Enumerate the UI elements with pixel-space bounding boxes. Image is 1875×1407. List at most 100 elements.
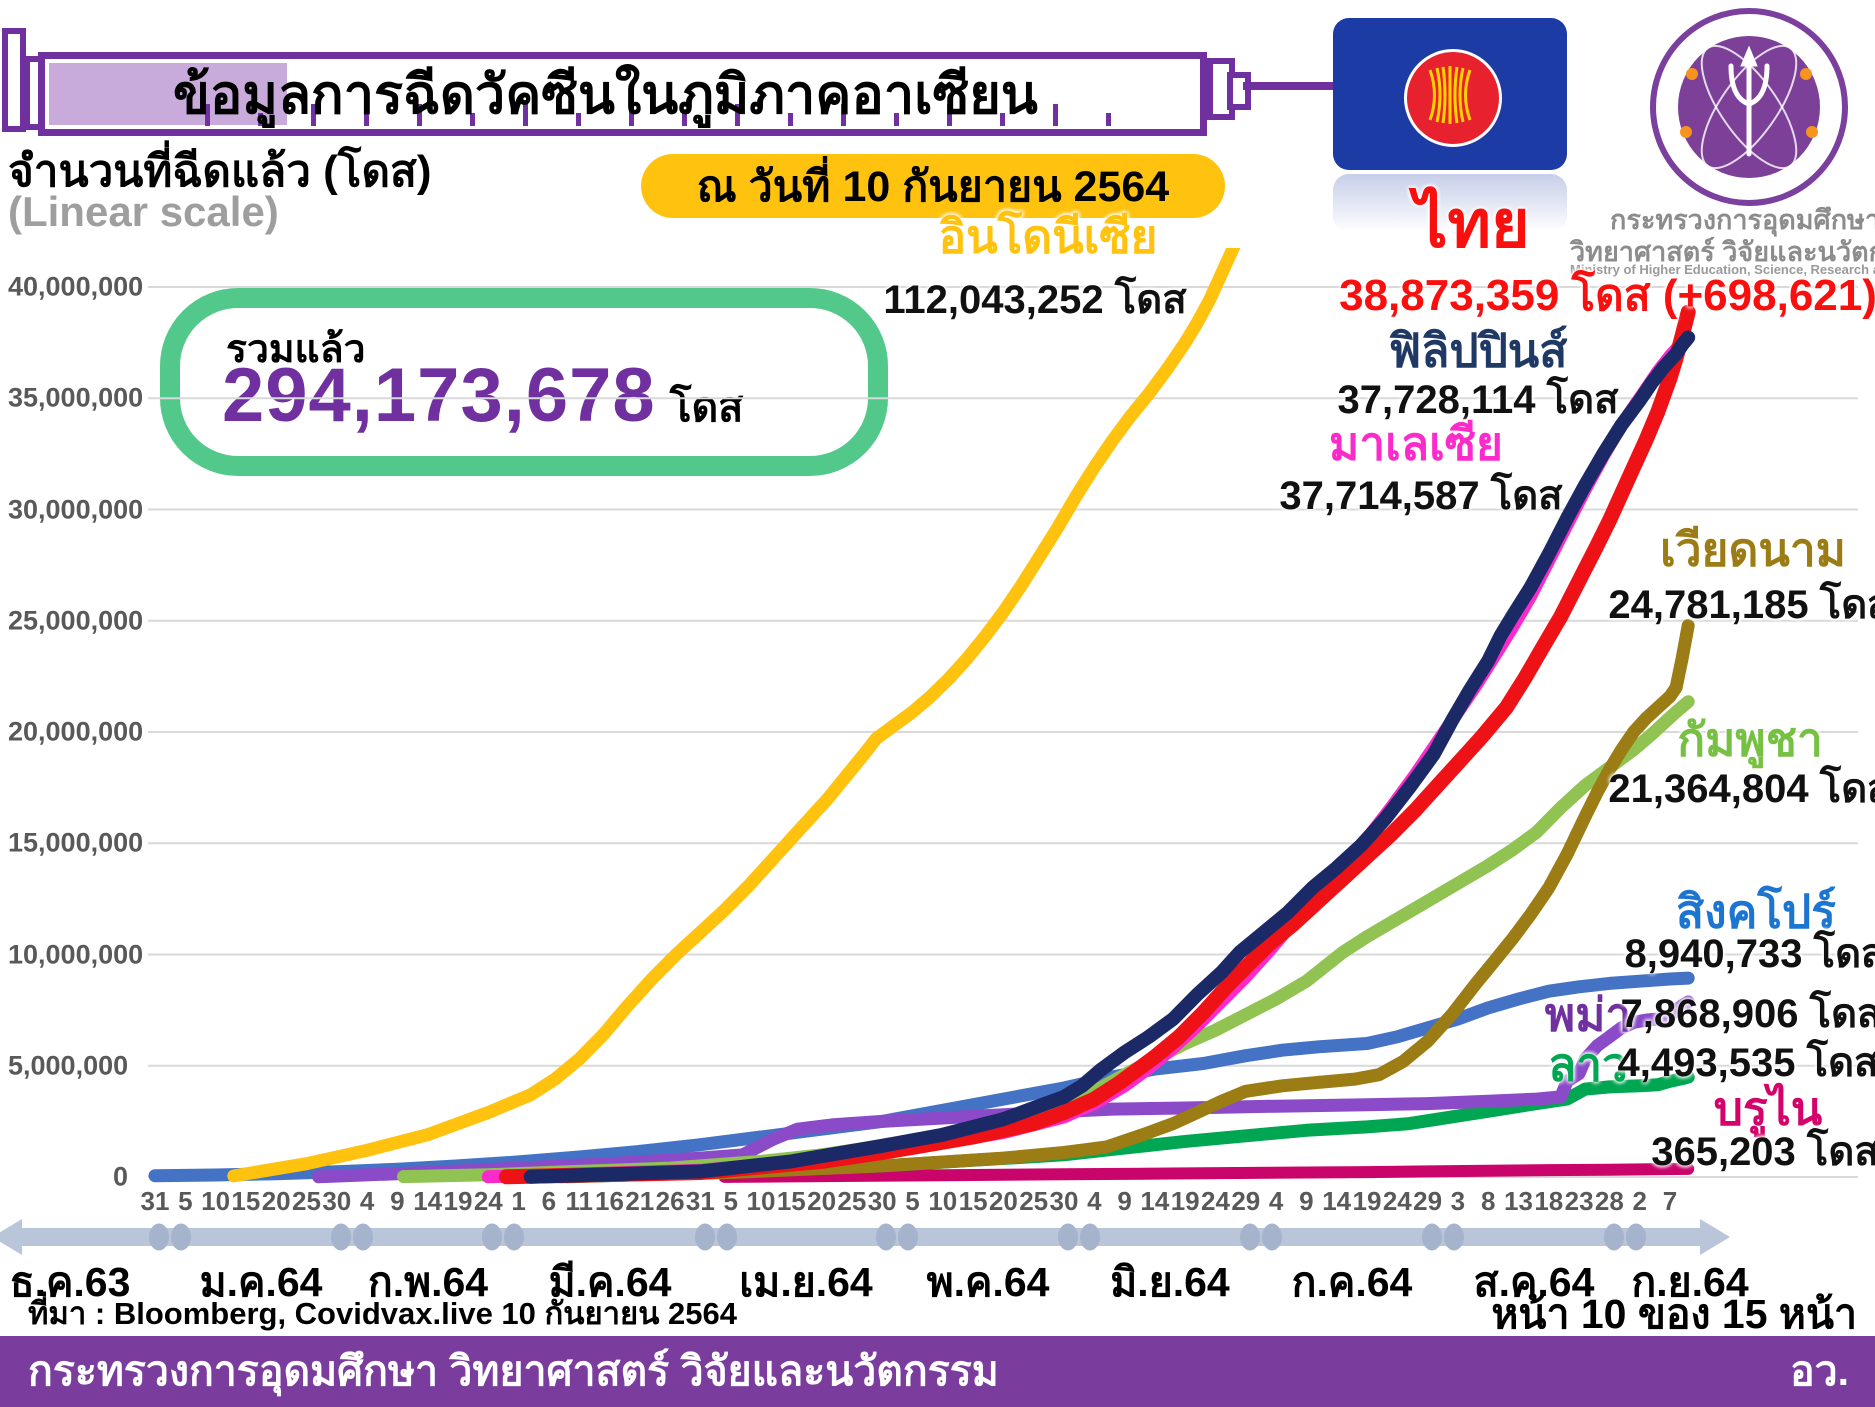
timeline-dot — [898, 1223, 918, 1251]
month-label: ก.ค.64 — [1291, 1259, 1413, 1305]
timeline-dot — [1240, 1223, 1260, 1251]
x-tick-label: 18 — [1534, 1186, 1564, 1216]
timeline-dot — [1080, 1223, 1100, 1251]
x-tick-label: 5 — [905, 1186, 920, 1216]
x-tick-label: 30 — [1049, 1186, 1079, 1216]
asean-flag — [1333, 18, 1567, 170]
x-tick-label: 5 — [723, 1186, 738, 1216]
timeline-dot — [1262, 1223, 1282, 1251]
syringe-scale-tick — [1106, 113, 1111, 126]
syringe-scale-tick — [1053, 104, 1058, 126]
syringe-scale-tick — [205, 104, 210, 126]
x-tick-label: 3 — [1450, 1186, 1466, 1216]
total-doses-box: รวมแล้ว 294,173,678 โดส — [160, 288, 888, 476]
x-tick-label: 14 — [413, 1186, 443, 1216]
country-annotation: 37,728,114 โดส — [1337, 378, 1619, 422]
country-annotation: 112,043,252 โดส — [883, 278, 1187, 322]
series-line-brunei — [718, 1162, 1695, 1183]
x-tick-label: 31 — [140, 1186, 170, 1216]
x-tick-label: 25 — [1019, 1186, 1049, 1216]
x-tick-label: 28 — [1594, 1186, 1624, 1216]
x-tick-label: 20 — [988, 1186, 1018, 1216]
x-tick-label: 16 — [595, 1186, 624, 1216]
y-tick-label: 10,000,000 — [8, 939, 144, 969]
syringe-scale-tick — [788, 113, 793, 126]
x-tick-label: 4 — [1087, 1186, 1102, 1216]
ministry-name-line1: กระทรวงการอุดมศึกษา — [1610, 205, 1875, 235]
month-label: ธ.ค.63 — [9, 1259, 131, 1305]
x-tick-label: 6 — [541, 1186, 557, 1216]
country-annotation: เวียดนาม — [1660, 523, 1846, 576]
y-tick-label: 30,000,000 — [8, 494, 144, 524]
asean-paddy-sheaf-icon — [1428, 66, 1472, 124]
x-tick-label: 9 — [1117, 1186, 1132, 1216]
x-tick-label: 11 — [565, 1186, 593, 1216]
date-badge: ณ วันที่ 10 กันยายน 2564 — [641, 154, 1225, 218]
asean-emblem-circle-icon — [1404, 49, 1502, 147]
timeline-dot — [149, 1223, 169, 1251]
x-tick-label: 24 — [1382, 1186, 1412, 1216]
month-label: มิ.ย.64 — [1110, 1259, 1230, 1305]
country-annotation: ฟิลิปปินส์ — [1388, 324, 1568, 377]
country-annotation: 7,868,906 โดส — [1620, 992, 1875, 1036]
x-tick-label: 10 — [746, 1186, 776, 1216]
syringe-needle-line — [1243, 82, 1333, 90]
country-annotation: บรูไน — [1713, 1082, 1823, 1135]
x-tick-label: 19 — [1170, 1186, 1200, 1216]
country-annotation: ไทย — [1414, 186, 1530, 261]
ministry-name-english: Ministry of Higher Education, Science, R… — [1570, 262, 1875, 277]
total-value: 294,173,678 — [222, 353, 656, 438]
y-tick-label: 40,000,000 — [8, 271, 144, 302]
country-annotation: สิงคโปร์ — [1676, 885, 1836, 938]
timeline-dot — [1058, 1223, 1078, 1251]
timeline-dot — [353, 1223, 373, 1251]
x-tick-label: 29 — [1413, 1186, 1443, 1216]
y-tick-label: 35,000,000 — [8, 382, 144, 413]
country-annotation: มาเลเซีย — [1329, 417, 1503, 470]
x-tick-label: 2 — [1632, 1186, 1647, 1216]
x-tick-label: 19 — [443, 1186, 473, 1216]
syringe-scale-tick — [1000, 113, 1005, 126]
timeline-dot — [1604, 1223, 1624, 1251]
timeline-dot — [717, 1223, 737, 1251]
timeline-right-arrow-icon — [1700, 1219, 1730, 1255]
month-label: เม.ย.64 — [739, 1259, 873, 1305]
x-tick-label: 10 — [201, 1186, 231, 1216]
syringe-scale-tick — [258, 113, 263, 126]
timeline-dot — [1422, 1223, 1442, 1251]
country-annotation: 21,364,804 โดส — [1608, 767, 1875, 811]
x-tick-label: 20 — [807, 1186, 837, 1216]
month-label: มี.ค.64 — [548, 1259, 672, 1305]
syringe-scale-tick — [364, 113, 369, 126]
country-annotation: 4,493,535 โดส — [1617, 1041, 1875, 1085]
country-annotation: กัมพูชา — [1677, 713, 1823, 766]
y-tick-label: 20,000,000 — [8, 716, 144, 747]
timeline-left-arrow-icon — [0, 1219, 22, 1255]
country-annotation: อินโดนีเซีย — [938, 210, 1158, 263]
month-label: ม.ค.64 — [199, 1259, 323, 1305]
syringe-scale-tick — [470, 113, 475, 126]
y-tick-label: 25,000,000 — [8, 605, 144, 636]
y-axis-title: จำนวนที่ฉีดแล้ว (โดส) — [8, 147, 432, 196]
syringe-plunger-bar — [2, 28, 26, 132]
x-tick-label: 14 — [1140, 1186, 1170, 1216]
total-label: รวมแล้ว — [226, 328, 366, 371]
series-line-vietnam — [554, 619, 1695, 1184]
country-annotation: 24,781,185 โดส — [1608, 583, 1875, 627]
timeline-dot — [171, 1223, 191, 1251]
source-attribution: ที่มา : Bloomberg, Covidvax.live 10 กันย… — [28, 1296, 737, 1331]
series-line-indonesia — [227, 248, 1241, 1183]
month-label: พ.ค.64 — [926, 1259, 1050, 1305]
country-annotation: 365,203 โดส — [1651, 1130, 1875, 1174]
country-annotation: 38,873,359 โดส (+698,621) — [1339, 271, 1875, 320]
timeline-dot — [1444, 1223, 1464, 1251]
footer-ministry-name: กระทรวงการอุดมศึกษา วิทยาศาสตร์ วิจัยและ… — [28, 1348, 999, 1394]
country-annotation: พม่า — [1544, 988, 1632, 1041]
timeline-dot — [482, 1223, 502, 1251]
x-tick-label: 26 — [655, 1186, 685, 1216]
x-tick-label: 25 — [292, 1186, 321, 1216]
page-title: ข้อมูลการฉีดวัคซีนในภูมิภาคอาเซียน — [173, 65, 1038, 125]
x-tick-label: 4 — [1268, 1186, 1284, 1216]
x-tick-label: 14 — [1322, 1186, 1352, 1216]
timeline-dot — [876, 1223, 896, 1251]
